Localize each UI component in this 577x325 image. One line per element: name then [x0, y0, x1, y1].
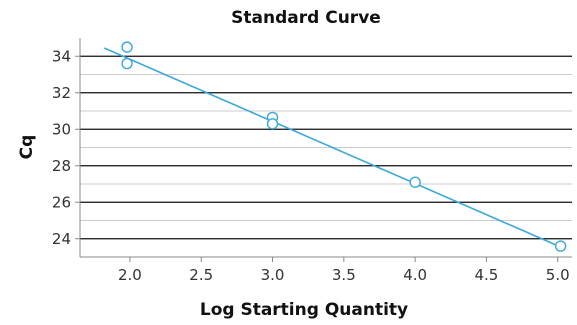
- fit-line: [103, 47, 561, 248]
- chart-title: Standard Curve: [231, 8, 381, 28]
- y-tick-label: 34: [52, 47, 71, 65]
- x-tick-label: 3.0: [261, 266, 285, 284]
- data-point: [121, 41, 133, 53]
- data-point: [554, 240, 567, 252]
- data-points: [121, 41, 567, 252]
- x-tick-label: 2.0: [118, 266, 142, 284]
- x-tick-label: 5.0: [546, 266, 570, 284]
- data-point: [409, 176, 421, 188]
- y-tick-label: 30: [52, 120, 71, 138]
- y-axis-title: Cq: [17, 135, 37, 160]
- x-tick-labels: 2.0 2.5 3.0 3.5 4.0 4.5 5.0: [118, 257, 570, 284]
- y-tick-label: 24: [52, 230, 71, 248]
- x-axis-title: Log Starting Quantity: [200, 300, 408, 320]
- x-tick-label: 2.5: [189, 266, 213, 284]
- y-tick-label: 32: [52, 84, 71, 102]
- fit-line-group: [103, 47, 561, 248]
- y-tick-label: 26: [52, 193, 71, 211]
- x-tick-label: 4.0: [403, 266, 427, 284]
- data-point: [266, 118, 279, 130]
- x-tick-label: 4.5: [475, 266, 499, 284]
- grid-lines: [80, 55, 572, 240]
- y-tick-label: 28: [52, 157, 71, 175]
- x-tick-label: 3.5: [332, 266, 356, 284]
- data-point: [121, 57, 133, 70]
- y-tick-labels: 24 26 28 30 32 34: [52, 47, 80, 248]
- axes: [79, 38, 572, 258]
